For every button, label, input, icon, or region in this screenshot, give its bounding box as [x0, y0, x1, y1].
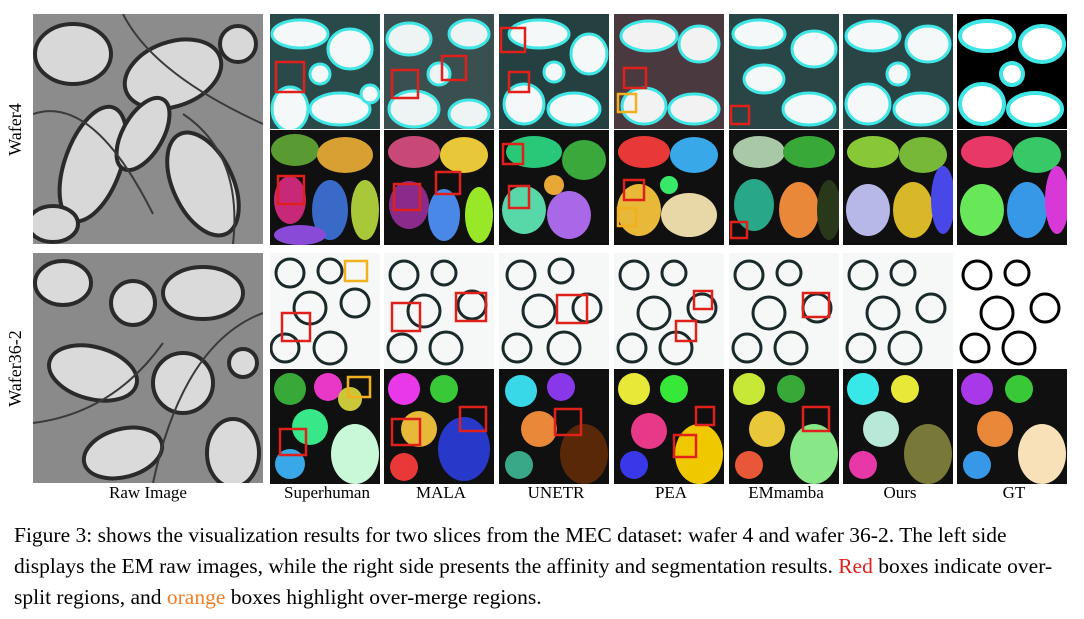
figure-3: Wafer4 Wafer36-2: [4, 14, 1067, 502]
segmentation-wafer36-2-pea: [614, 369, 724, 484]
column-label-superhuman: Superhuman: [284, 483, 370, 502]
caption-orange-word: orange: [166, 585, 226, 609]
affinity-wafer36-2-mala: [384, 253, 494, 368]
affinity-wafer4-mala: [384, 14, 494, 129]
affinity-wafer36-2-emmamba: [729, 253, 839, 368]
segmentation-wafer4-ours: [843, 130, 953, 245]
caption-text-1: Figure 3: shows the visualization result…: [14, 523, 1007, 578]
affinity-wafer4-gt: [957, 14, 1067, 129]
affinity-wafer4-superhuman: [270, 14, 380, 129]
affinity-wafer36-2-unetr: [499, 253, 609, 368]
figure-caption: Figure 3: shows the visualization result…: [14, 520, 1076, 613]
column-label-pea: PEA: [654, 483, 688, 502]
segmentation-wafer36-2-emmamba: [729, 369, 839, 484]
column-label-ours: Ours: [883, 483, 917, 502]
column-label-raw-image: Raw Image: [109, 483, 187, 502]
affinity-wafer4-emmamba: [729, 14, 839, 129]
column-label-gt: GT: [1002, 483, 1026, 502]
caption-red-word: Red: [838, 554, 873, 578]
affinity-wafer36-2-superhuman: [270, 253, 380, 368]
column-label-mala: MALA: [415, 483, 467, 502]
segmentation-wafer4-mala: [384, 130, 494, 245]
segmentation-wafer36-2-ours: [843, 369, 953, 484]
raw-image-wafer36-2: [33, 253, 263, 483]
row-label-wafer36-2: Wafer36-2: [4, 329, 25, 407]
segmentation-wafer36-2-mala: [384, 369, 494, 484]
affinity-wafer36-2-ours: [843, 253, 953, 368]
segmentation-wafer36-2-unetr: [499, 369, 609, 484]
segmentation-wafer4-emmamba: [729, 130, 839, 245]
column-label-emmamba: EMmamba: [748, 483, 824, 502]
segmentation-wafer36-2-superhuman: [270, 369, 380, 484]
caption-text-2: boxes indicate over-split regions, and: [14, 554, 1053, 609]
segmentation-wafer36-2-gt: [957, 369, 1067, 484]
affinity-wafer4-unetr: [499, 14, 609, 129]
affinity-wafer36-2-pea: [614, 253, 724, 368]
affinity-wafer4-ours: [843, 14, 953, 129]
segmentation-wafer4-unetr: [499, 130, 609, 245]
affinity-wafer4-pea: [614, 14, 724, 129]
segmentation-wafer4-gt: [957, 130, 1067, 245]
row-label-wafer4: Wafer4: [4, 102, 25, 156]
segmentation-wafer4-superhuman: [270, 130, 380, 245]
affinity-wafer36-2-gt: [957, 253, 1067, 368]
raw-image-wafer4: [33, 14, 263, 244]
caption-text-3: boxes highlight over-merge regions.: [225, 585, 542, 609]
segmentation-wafer4-pea: [614, 130, 724, 245]
column-label-unetr: UNETR: [527, 483, 585, 502]
